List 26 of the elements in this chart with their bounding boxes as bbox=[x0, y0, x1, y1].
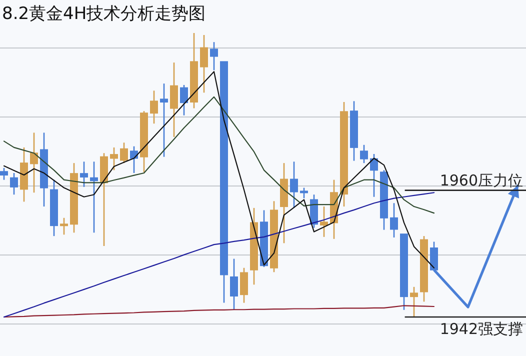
candlestick bbox=[120, 142, 128, 164]
candlestick bbox=[430, 241, 438, 271]
candlestick bbox=[30, 132, 38, 194]
chart-title: 8.2黄金4H技术分析走势图 bbox=[2, 4, 206, 24]
candlestick bbox=[90, 161, 98, 234]
candlestick bbox=[60, 217, 68, 236]
candlestick bbox=[240, 267, 248, 304]
candlestick bbox=[360, 144, 368, 164]
candlestick bbox=[160, 82, 168, 158]
ref-line-label: 1942强支撑 bbox=[440, 320, 523, 338]
candlestick bbox=[0, 167, 8, 180]
candlestick bbox=[320, 206, 328, 238]
candlestick bbox=[150, 90, 158, 124]
candlestick bbox=[110, 146, 118, 171]
ref-line-label: 1960压力位 bbox=[440, 171, 523, 190]
candlestick bbox=[170, 62, 178, 138]
candlestick bbox=[200, 34, 208, 94]
candlestick bbox=[180, 84, 188, 116]
candlestick bbox=[290, 161, 298, 209]
candlestick bbox=[80, 161, 88, 188]
candlestick bbox=[390, 202, 398, 238]
candlestick bbox=[300, 187, 308, 199]
candlestick bbox=[230, 258, 238, 311]
candlestick bbox=[10, 172, 18, 196]
candlestick bbox=[410, 286, 418, 318]
candlestick bbox=[210, 41, 218, 71]
